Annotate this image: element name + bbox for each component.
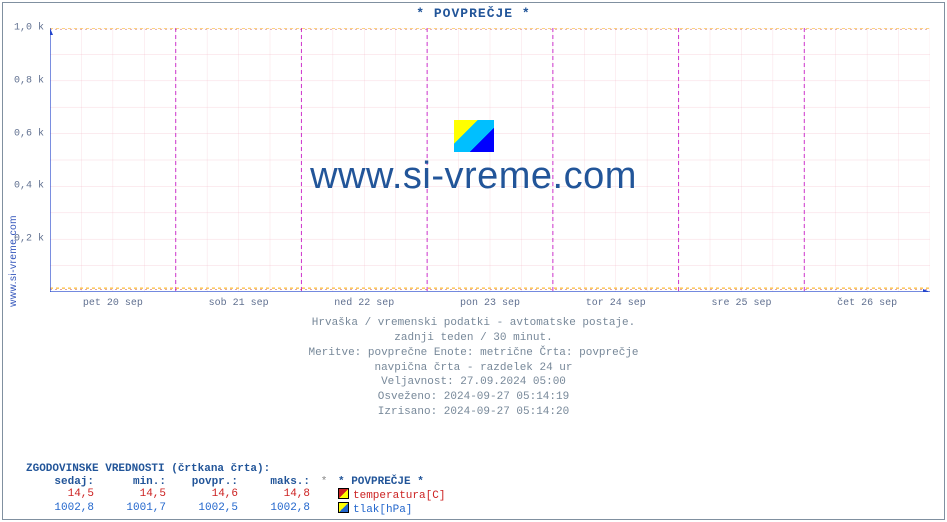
x-tick-label: ned 22 sep: [301, 298, 427, 309]
caption-line: navpična črta - razdelek 24 ur: [0, 361, 947, 376]
x-tick-label: sre 25 sep: [679, 298, 805, 309]
series-marker-icon: [338, 488, 349, 499]
history-header-avg: povpr.:: [170, 476, 242, 488]
y-tick-label: 0,8 k: [14, 75, 44, 86]
history-header-min: min.:: [98, 476, 170, 488]
caption-line: zadnji teden / 30 minut.: [0, 331, 947, 346]
history-header-row: sedaj: min.: povpr.: maks.: * * POVPREČJ…: [26, 476, 937, 488]
x-tick-label: pet 20 sep: [50, 298, 176, 309]
history-row: 1002,81001,71002,51002,8tlak[hPa]: [26, 502, 937, 516]
history-cell-name: temperatura[C]: [334, 488, 937, 502]
caption-line: Hrvaška / vremenski podatki - avtomatske…: [0, 316, 947, 331]
y-axis-labels: 0,2 k0,4 k0,6 k0,8 k1,0 k: [0, 28, 46, 292]
caption-line: Izrisano: 2024-09-27 05:14:20: [0, 405, 947, 420]
chart-title: * POVPREČJE *: [0, 6, 947, 21]
watermark-icon: [454, 120, 494, 152]
history-cell-max: 14,8: [242, 488, 314, 502]
x-axis-labels: pet 20 sepsob 21 sepned 22 seppon 23 sep…: [50, 298, 930, 309]
y-tick-label: 0,2 k: [14, 234, 44, 245]
y-tick-label: 0,4 k: [14, 181, 44, 192]
history-legend-title: * POVPREČJE *: [334, 476, 937, 488]
series-marker-icon: [338, 502, 349, 513]
history-cell-now: 1002,8: [26, 502, 98, 516]
x-tick-label: pon 23 sep: [427, 298, 553, 309]
history-cell-avg: 1002,5: [170, 502, 242, 516]
history-header-sep: *: [314, 476, 334, 488]
caption-line: Meritve: povprečne Enote: metrične Črta:…: [0, 346, 947, 361]
chart-plot: [50, 28, 930, 292]
caption-block: Hrvaška / vremenski podatki - avtomatske…: [0, 316, 947, 420]
history-cell-sep: [314, 488, 334, 502]
history-cell-min: 1001,7: [98, 502, 170, 516]
x-tick-label: čet 26 sep: [804, 298, 930, 309]
history-header-max: maks.:: [242, 476, 314, 488]
y-tick-label: 1,0 k: [14, 23, 44, 34]
history-cell-avg: 14,6: [170, 488, 242, 502]
history-row: 14,514,514,614,8temperatura[C]: [26, 488, 937, 502]
history-title: ZGODOVINSKE VREDNOSTI (črtkana črta):: [26, 463, 937, 475]
y-tick-label: 0,6 k: [14, 128, 44, 139]
history-cell-min: 14,5: [98, 488, 170, 502]
caption-line: Osveženo: 2024-09-27 05:14:19: [0, 390, 947, 405]
history-cell-max: 1002,8: [242, 502, 314, 516]
history-table: ZGODOVINSKE VREDNOSTI (črtkana črta): se…: [26, 463, 937, 516]
history-cell-now: 14,5: [26, 488, 98, 502]
x-tick-label: tor 24 sep: [553, 298, 679, 309]
history-cell-sep: [314, 502, 334, 516]
history-header-now: sedaj:: [26, 476, 98, 488]
caption-line: Veljavnost: 27.09.2024 05:00: [0, 375, 947, 390]
x-tick-label: sob 21 sep: [176, 298, 302, 309]
history-cell-name: tlak[hPa]: [334, 502, 937, 516]
